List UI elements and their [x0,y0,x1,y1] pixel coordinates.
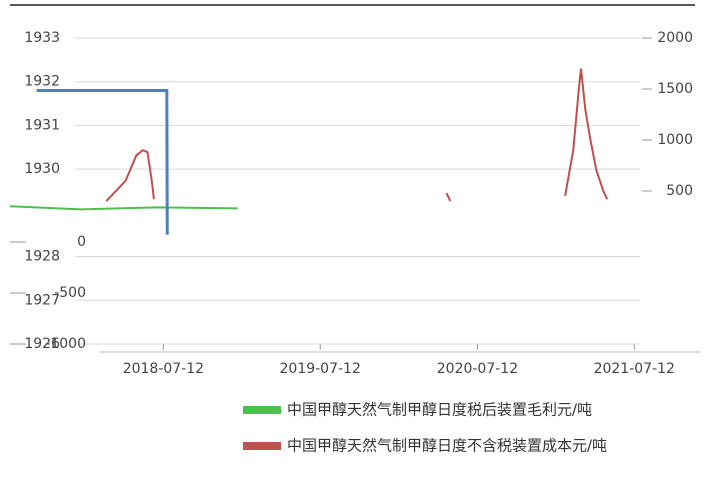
y-tick-label: 1933 [24,30,60,46]
x-tick-label: 2021-07-12 [594,361,675,377]
y2-tick-label: -1000 [45,336,86,352]
series-line [564,68,609,200]
series-line [105,149,155,202]
legend-swatch [243,442,281,450]
y2-tick-label: 500 [666,183,693,199]
series-line [36,88,169,235]
y-tick-label: 1932 [24,74,60,90]
y-tick-label: 1928 [24,249,60,265]
x-tick-label: 2018-07-12 [123,361,204,377]
legend-label: 中国甲醇天然气制甲醇日度税后装置毛利元/吨 [287,401,592,419]
series-line [445,192,452,202]
y2-tick-label: 0 [77,234,86,250]
x-tick-label: 2020-07-12 [437,361,518,377]
y-tick-label: 1931 [24,117,60,133]
legend-swatch [243,406,281,414]
legend: 中国甲醇天然气制甲醇日度税后装置毛利元/吨中国甲醇天然气制甲醇日度不含税装置成本… [243,401,607,455]
y2-tick-label: 2000 [657,30,693,46]
series-line [9,205,238,211]
y2-tick-label: 1500 [657,81,693,97]
y-tick-label: 1930 [24,161,60,177]
x-tick-label: 2019-07-12 [280,361,361,377]
y2-tick-label: 1000 [657,132,693,148]
y2-tick-label: -500 [54,285,86,301]
y-tick-label: 1927 [24,292,60,308]
legend-label: 中国甲醇天然气制甲醇日度不含税装置成本元/吨 [287,437,607,455]
y-tick-label: 1926 [24,336,60,352]
